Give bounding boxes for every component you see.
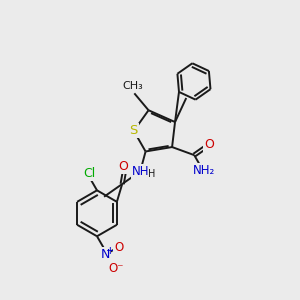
- Text: O: O: [114, 241, 123, 254]
- Text: NH: NH: [131, 165, 149, 178]
- Text: Cl: Cl: [83, 167, 95, 180]
- Text: N: N: [100, 248, 110, 261]
- Text: O⁻: O⁻: [108, 262, 123, 275]
- Text: O: O: [204, 138, 214, 151]
- Text: NH₂: NH₂: [193, 164, 215, 177]
- Text: +: +: [106, 246, 115, 256]
- Text: H: H: [148, 169, 155, 179]
- Text: S: S: [130, 124, 138, 137]
- Text: O: O: [118, 160, 128, 172]
- Text: CH₃: CH₃: [122, 81, 143, 91]
